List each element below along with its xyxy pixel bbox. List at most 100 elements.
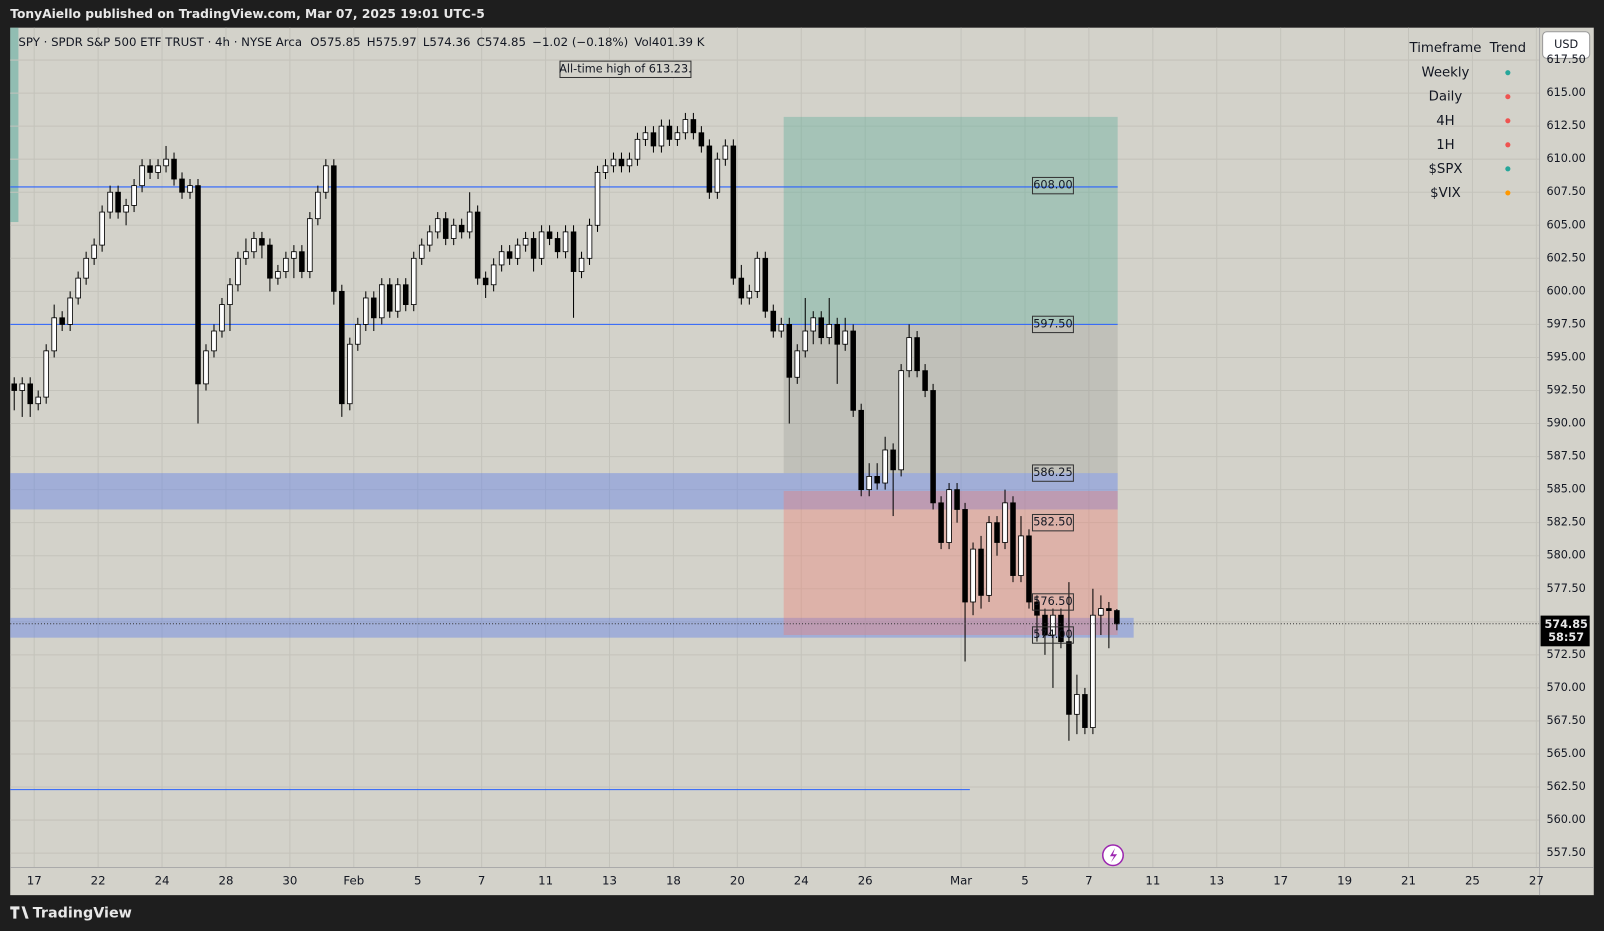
candle-body xyxy=(1042,614,1048,636)
price-label: 597.50 xyxy=(1033,317,1072,330)
candle-body xyxy=(722,145,729,160)
candle-body xyxy=(498,251,505,266)
price-label-box xyxy=(1031,176,1074,195)
table-header: Trend xyxy=(1489,41,1526,56)
y-tick-label: 557.50 xyxy=(1546,846,1585,859)
annotation-box xyxy=(559,60,692,79)
annotation: All-time high of 613.23. xyxy=(559,62,691,75)
candle-body xyxy=(698,132,705,147)
candle-body xyxy=(434,218,441,233)
close: C574.85 xyxy=(477,34,526,48)
candle-body xyxy=(682,119,689,134)
price-label: 586.25 xyxy=(1033,466,1072,479)
candle-body xyxy=(75,277,81,299)
y-tick-label: 582.50 xyxy=(1546,516,1585,529)
candle-body xyxy=(586,224,593,259)
candle-body xyxy=(674,132,681,140)
candle-body xyxy=(786,324,793,378)
candle-body xyxy=(762,257,769,312)
y-tick-label: 570.00 xyxy=(1546,681,1585,694)
candle-body xyxy=(147,165,153,173)
x-tick-label: 5 xyxy=(414,873,421,887)
candle-body xyxy=(466,211,473,233)
symbol: SPY · SPDR S&P 500 ETF TRUST · 4h · NYSE… xyxy=(18,34,302,48)
candle-body xyxy=(906,337,912,372)
candle-body xyxy=(227,284,233,305)
candle-body xyxy=(482,277,489,286)
candle-body xyxy=(506,251,513,259)
currency-button[interactable] xyxy=(1542,31,1591,59)
y-tick-label: 615.00 xyxy=(1546,86,1585,99)
last-price: 574.85 xyxy=(1544,618,1588,631)
currency[interactable]: USD xyxy=(1554,38,1578,51)
candle-body xyxy=(538,231,545,259)
alert-bolt xyxy=(1109,848,1118,863)
y-tick-label: 577.50 xyxy=(1546,582,1585,595)
candle-body xyxy=(890,449,896,471)
price-label-box xyxy=(1031,593,1074,611)
candle-body xyxy=(778,324,785,332)
trend-dot xyxy=(1505,70,1511,76)
x-tick-label: 7 xyxy=(478,873,485,887)
chart-area xyxy=(10,27,1594,896)
y-tick-label: 597.50 xyxy=(1546,317,1585,330)
y-tick-label: 612.50 xyxy=(1546,119,1585,132)
x-tick-label: 20 xyxy=(730,873,745,887)
price-label: 576.50 xyxy=(1033,595,1072,608)
candle-body xyxy=(1050,614,1056,636)
x-tick-label: 25 xyxy=(1465,873,1480,887)
x-tick-label: 5 xyxy=(1021,873,1028,887)
candle-body xyxy=(658,125,665,147)
candle-body xyxy=(155,165,161,173)
timeframe: 1H xyxy=(1436,138,1454,153)
timeframe: Weekly xyxy=(1421,66,1469,81)
candle-body xyxy=(1010,502,1016,576)
y-tick-label: 562.50 xyxy=(1546,780,1585,793)
y-tick-label: 560.00 xyxy=(1546,813,1585,826)
timeframe: Daily xyxy=(1429,90,1463,105)
x-tick-label: 24 xyxy=(155,873,170,887)
y-tick-label: 592.50 xyxy=(1546,383,1585,396)
candle-body xyxy=(810,317,817,332)
candle-body xyxy=(706,145,713,193)
candle-body xyxy=(67,297,73,325)
candle-body xyxy=(371,297,377,319)
y-tick-label: 587.50 xyxy=(1546,450,1585,463)
candle-body xyxy=(27,383,33,405)
x-tick-label: 17 xyxy=(1273,873,1288,887)
candle-body xyxy=(602,165,609,173)
candle-body xyxy=(514,244,521,259)
candle-body xyxy=(187,185,193,193)
last-price-box xyxy=(1540,615,1590,647)
candle-body xyxy=(474,211,481,279)
candle-body xyxy=(195,185,201,385)
candle-body xyxy=(1026,535,1032,603)
candle-body xyxy=(251,238,257,253)
candle-body xyxy=(730,145,737,279)
candle-body xyxy=(131,185,137,206)
candle-body xyxy=(1002,502,1008,543)
candle-body xyxy=(970,548,976,603)
zone xyxy=(783,324,1118,474)
zone xyxy=(10,617,1134,638)
candle-body xyxy=(259,238,265,246)
x-tick-label: 24 xyxy=(794,873,809,887)
candle-body xyxy=(738,277,745,299)
candle-body xyxy=(634,138,641,160)
x-tick-label: 11 xyxy=(538,873,553,887)
candle-body xyxy=(299,251,305,272)
y-tick-label: 580.00 xyxy=(1546,549,1585,562)
candle-body xyxy=(235,257,241,286)
x-tick-label: 26 xyxy=(858,873,873,887)
candle-body xyxy=(666,125,673,140)
candle-body xyxy=(283,257,289,272)
y-tick-label: 600.00 xyxy=(1546,284,1585,297)
candle-body xyxy=(203,350,209,385)
candle-body xyxy=(11,383,17,391)
candle-body xyxy=(307,218,313,272)
candle-body xyxy=(954,489,960,510)
candle-body xyxy=(442,218,449,239)
symbol-line: SPY · SPDR S&P 500 ETF TRUST · 4h · NYSE… xyxy=(18,34,704,48)
price-label-box xyxy=(1031,464,1074,482)
